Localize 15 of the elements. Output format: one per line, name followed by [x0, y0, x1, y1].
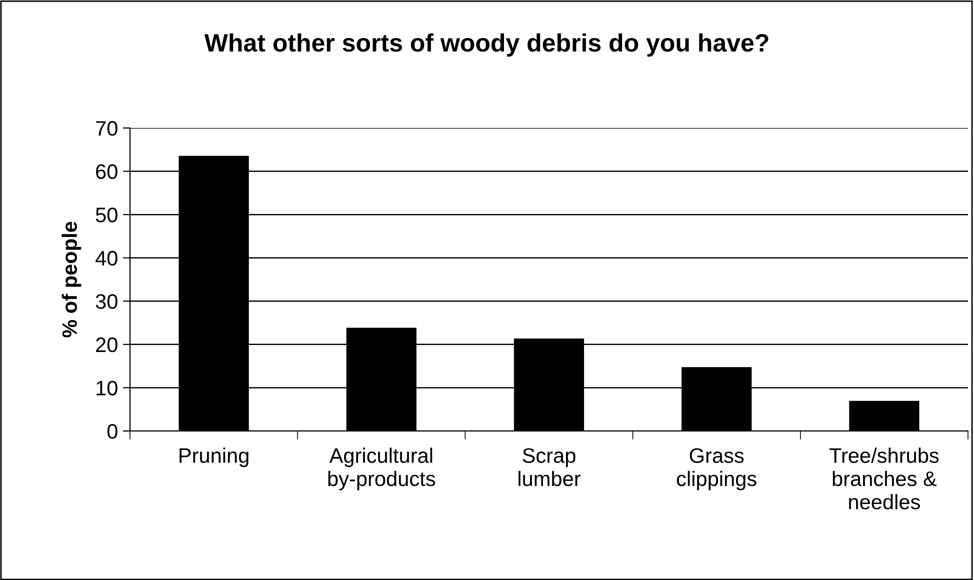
x-tick-label: Agricultural by-products [328, 448, 436, 490]
x-tick-label: Scrap lumber [518, 448, 580, 486]
x-tick-label: Pruning [180, 448, 248, 468]
y-tick-label: 20 [96, 337, 118, 352]
y-tick-label: 70 [96, 121, 118, 136]
y-tick-label: 30 [96, 294, 118, 309]
x-tick-label: Grass clippings [676, 448, 756, 490]
y-tick-label: 60 [96, 164, 118, 180]
y-tick-label: 40 [96, 250, 118, 266]
y-tick-label: 0 [107, 424, 118, 439]
chart-title: What other sorts of woody debris do you have? [204, 33, 768, 57]
y-tick-label: 10 [96, 380, 118, 396]
x-tick-label: Tree/shrubs branches & needles [829, 448, 939, 510]
y-tick-label: 50 [96, 208, 118, 222]
y-axis-title: % of people [62, 222, 82, 338]
